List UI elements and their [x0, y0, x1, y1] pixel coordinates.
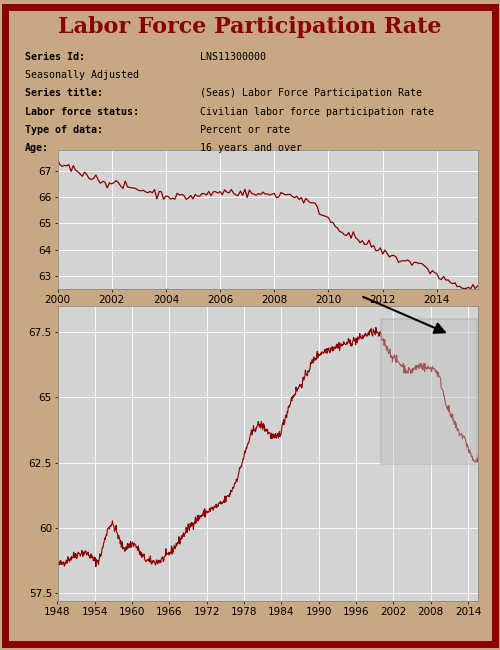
Text: Seasonally Adjusted: Seasonally Adjusted — [25, 70, 139, 80]
Text: Civilian labor force participation rate: Civilian labor force participation rate — [200, 107, 434, 116]
Text: Age:: Age: — [25, 143, 49, 153]
Text: (Seas) Labor Force Participation Rate: (Seas) Labor Force Participation Rate — [200, 88, 422, 98]
Text: LNS11300000: LNS11300000 — [200, 52, 266, 62]
Bar — [381, 318, 478, 464]
Text: 16 years and over: 16 years and over — [200, 143, 302, 153]
Text: Type of data:: Type of data: — [25, 125, 103, 135]
Text: Percent or rate: Percent or rate — [200, 125, 290, 135]
Text: Labor Force Participation Rate: Labor Force Participation Rate — [58, 16, 442, 38]
Text: Series title:: Series title: — [25, 88, 103, 98]
Text: Series Id:: Series Id: — [25, 52, 85, 62]
Text: Labor force status:: Labor force status: — [25, 107, 139, 116]
